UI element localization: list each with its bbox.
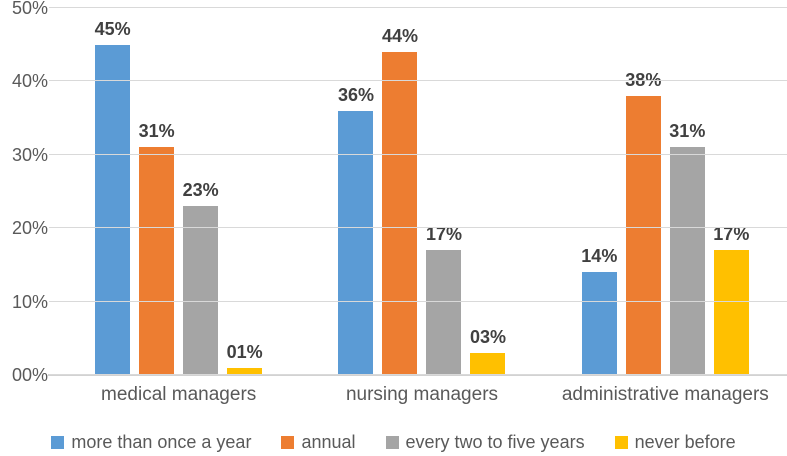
bar-every-two-to-five-years-nursing-managers [426, 250, 462, 375]
bar-slot: 31% [138, 8, 175, 375]
legend-item-more-than-once-a-year: more than once a year [51, 432, 251, 453]
y-axis-tick-label: 10% [11, 291, 48, 312]
bar-value-label: 01% [226, 341, 263, 362]
gridline [49, 374, 787, 375]
bar-slot: 17% [713, 8, 750, 375]
x-axis-category-labels: medical managers nursing managers administ… [57, 384, 787, 406]
gridline [49, 227, 787, 229]
bar-annual-nursing-managers [382, 52, 418, 375]
bar-every-two-to-five-years-administrative-managers [669, 147, 705, 375]
legend-item-label: never before [634, 431, 736, 452]
bar-value-label: 36% [337, 84, 374, 105]
legend-swatch-icon [51, 435, 65, 449]
gridline [49, 7, 787, 8]
x-axis-category-label: administrative managers [561, 384, 769, 405]
bar-value-label: 38% [625, 70, 662, 91]
bar-group-medical-managers: 45% 31% 23% 01% [57, 8, 300, 375]
gridline [49, 80, 787, 82]
bar-annual-administrative-managers [625, 96, 661, 375]
legend-item-label: every two to five years [405, 431, 585, 452]
legend-swatch-icon [281, 435, 295, 449]
bar-value-label: 45% [94, 18, 131, 39]
bar-groups: 45% 31% 23% 01% 36% 44% 17% 03% 14% 38% 31% 17% [57, 8, 787, 375]
bar-value-label: 14% [581, 246, 618, 267]
bar-slot: 03% [469, 8, 506, 375]
legend-item-annual: annual [281, 431, 356, 453]
y-axis-tick-label: 00% [11, 365, 48, 385]
bar-every-two-to-five-years-medical-managers [183, 206, 219, 375]
bar-more-than-once-a-year-nursing-managers [338, 110, 374, 375]
bar-value-label: 03% [469, 326, 506, 347]
bar-value-label: 17% [713, 224, 750, 245]
x-axis-category-label: medical managers [101, 384, 257, 405]
bar-annual-medical-managers [139, 147, 175, 375]
legend-swatch-icon [385, 435, 399, 449]
bar-value-label: 23% [182, 180, 219, 201]
bar-never-before-administrative-managers [713, 250, 749, 375]
bar-slot: 01% [226, 8, 263, 375]
bar-slot: 45% [94, 8, 131, 375]
bar-never-before-nursing-managers [470, 352, 506, 375]
bar-slot: 23% [182, 8, 219, 375]
legend-item-every-two-to-five-years: every two to five years [385, 431, 585, 453]
bar-value-label: 44% [381, 26, 418, 47]
legend-swatch-icon [614, 435, 628, 449]
bar-group-nursing-managers: 36% 44% 17% 03% [300, 8, 543, 375]
y-axis-tick-label: 40% [11, 71, 48, 92]
bar-slot: 38% [625, 8, 662, 375]
plot-area: 45% 31% 23% 01% 36% 44% 17% 03% 14% 38% 31% 17% [48, 7, 787, 376]
gridline [49, 153, 787, 155]
bar-slot: 36% [337, 8, 374, 375]
x-axis-category-label: nursing managers [345, 384, 499, 405]
y-axis-tick-label: 30% [11, 144, 48, 165]
y-axis-tick-label: 20% [11, 218, 48, 239]
legend-item-label: annual [301, 431, 356, 452]
gridline [49, 300, 787, 302]
y-axis-tick-label: 50% [11, 0, 48, 18]
bar-group-administrative-managers: 14% 38% 31% 17% [544, 8, 787, 375]
bar-more-than-once-a-year-administrative-managers [581, 272, 617, 375]
legend-item-label: more than once a year [71, 431, 252, 452]
legend: more than once a year annual every two to … [0, 430, 787, 454]
bar-slot: 14% [581, 8, 618, 375]
bar-never-before-medical-managers [227, 367, 263, 375]
bar-slot: 17% [425, 8, 462, 375]
legend-item-never-before: never before [614, 431, 736, 453]
bar-value-label: 17% [425, 224, 462, 245]
bar-value-label: 31% [138, 121, 175, 142]
bar-value-label: 31% [669, 121, 706, 142]
bar-more-than-once-a-year-medical-managers [95, 44, 131, 375]
x-axis-line [48, 374, 787, 376]
bar-slot: 44% [381, 8, 418, 375]
bar-slot: 31% [669, 8, 706, 375]
